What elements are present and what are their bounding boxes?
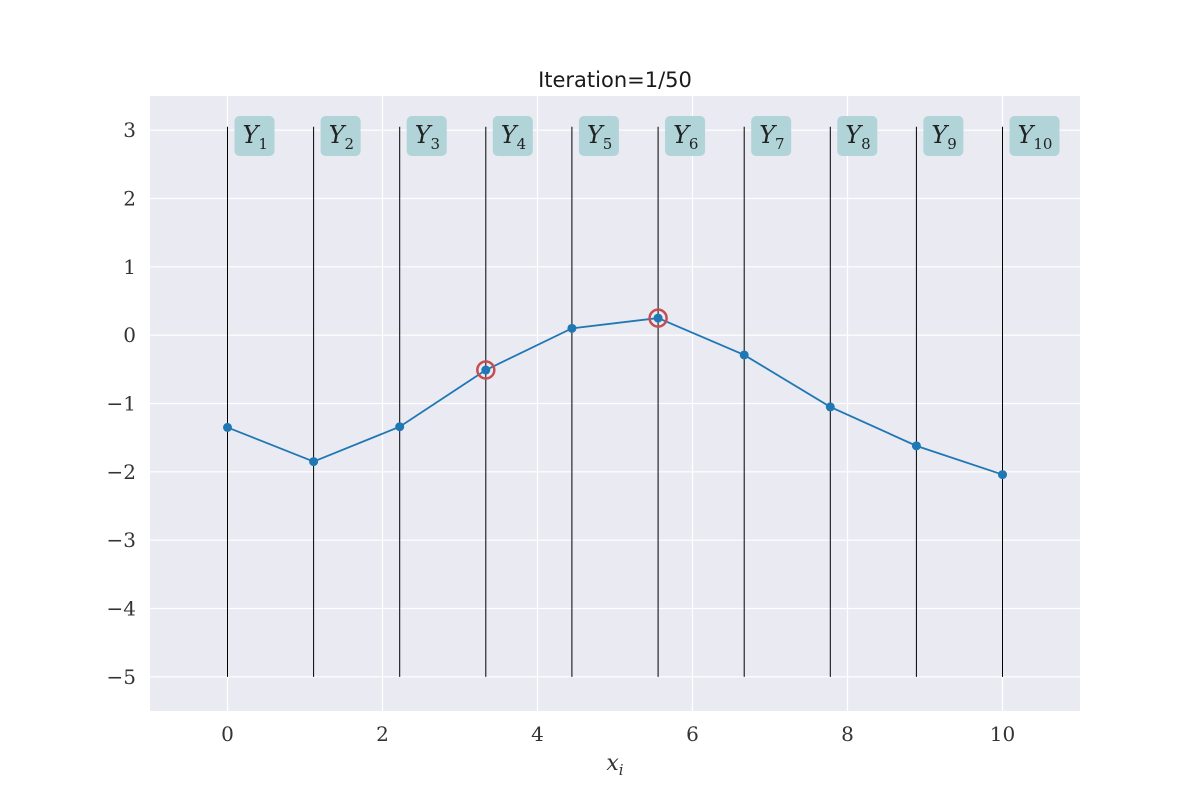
- y-label-text: Y7: [759, 121, 784, 153]
- series-layer: [223, 313, 1007, 480]
- y-label-box: Y5: [578, 116, 619, 156]
- y-label-main: Y: [759, 121, 777, 149]
- y-label-text: Y1: [243, 121, 268, 153]
- data-point: [567, 323, 577, 333]
- y-label-text: Y3: [415, 121, 440, 153]
- y-label-sub: 1: [258, 135, 268, 153]
- y-label-box: Y6: [665, 116, 706, 156]
- y-label-text: Y2: [329, 121, 354, 153]
- y-label-text: Y6: [673, 121, 698, 153]
- y-label-background: [751, 116, 792, 156]
- x-tick-label: 10: [990, 722, 1015, 746]
- y-label-sub: 8: [861, 135, 871, 153]
- y-label-sub: 6: [689, 135, 699, 153]
- x-axis-label-sub: i: [619, 761, 624, 779]
- y-label-box: Y7: [751, 116, 792, 156]
- y-label-background: [406, 116, 447, 156]
- y-label-sub: 3: [431, 135, 441, 153]
- y-label-background: [923, 116, 964, 156]
- x-tick-label: 4: [531, 722, 544, 746]
- y-tick-label: −4: [107, 597, 136, 621]
- y-label-box: Y10: [1009, 116, 1060, 156]
- y-label-sub: 7: [775, 135, 785, 153]
- highlight-layer: [476, 308, 668, 380]
- y-tick-label: 3: [123, 118, 136, 142]
- highlight-circle: [648, 308, 668, 328]
- data-point: [309, 457, 319, 467]
- y-label-main: Y: [673, 121, 691, 149]
- y-label-box: Y9: [923, 116, 964, 156]
- data-point: [998, 470, 1007, 480]
- y-label-text: Y4: [501, 121, 526, 153]
- grid: [150, 96, 1080, 711]
- data-point: [223, 422, 232, 432]
- data-point: [825, 402, 835, 412]
- y-label-background: [578, 116, 619, 156]
- y-label-main: Y: [501, 121, 519, 149]
- data-point: [395, 422, 405, 432]
- y-label-text: Y10: [1018, 121, 1053, 153]
- y-label-sub: 10: [1033, 135, 1052, 153]
- x-tick-label: 8: [841, 722, 854, 746]
- y-label-text: Y5: [587, 121, 612, 153]
- x-axis-label: xi: [606, 751, 623, 779]
- y-label-sub: 2: [344, 135, 354, 153]
- y-label-background: [837, 116, 878, 156]
- data-point: [739, 350, 749, 360]
- chart-title: Iteration=1/50: [538, 68, 692, 92]
- y-label-sub: 4: [517, 135, 527, 153]
- x-tick-label: 0: [221, 722, 234, 746]
- y-label-background: [1009, 116, 1060, 156]
- y-label-box: Y4: [492, 116, 533, 156]
- y-tick-label: 0: [123, 323, 136, 347]
- vertical-lines: [227, 126, 1003, 677]
- y-label-box: Y1: [234, 116, 275, 156]
- y-tick-label: 1: [123, 255, 136, 279]
- y-label-sub: 9: [947, 135, 957, 153]
- y-label-background: [234, 116, 275, 156]
- x-axis-label-main: x: [606, 751, 619, 776]
- y-label-main: Y: [329, 121, 347, 149]
- y-label-box: Y8: [837, 116, 878, 156]
- y-tick-label: −3: [107, 528, 136, 552]
- highlight-circle: [476, 360, 496, 380]
- x-tick-label: 6: [686, 722, 699, 746]
- y-label-main: Y: [845, 121, 863, 149]
- data-point: [911, 441, 921, 451]
- data-point: [481, 365, 491, 375]
- y-label-box: Y3: [406, 116, 447, 156]
- y-label-main: Y: [587, 121, 605, 149]
- y-label-background: [320, 116, 361, 156]
- y-label-sub: 5: [603, 135, 613, 153]
- y-label-main: Y: [415, 121, 433, 149]
- y-tick-label: −5: [107, 665, 136, 689]
- y-tick-label: 2: [123, 187, 136, 211]
- y-label-background: [492, 116, 533, 156]
- data-point: [653, 313, 663, 323]
- y-label-main: Y: [243, 121, 261, 149]
- y-label-main: Y: [1018, 121, 1036, 149]
- y-label-main: Y: [931, 121, 949, 149]
- y-label-box: Y2: [320, 116, 361, 156]
- x-tick-label: 2: [376, 722, 389, 746]
- y-tick-label: −2: [107, 460, 136, 484]
- y-label-text: Y8: [845, 121, 870, 153]
- series-line: [227, 317, 1003, 476]
- y-label-text: Y9: [931, 121, 956, 153]
- y-tick-label: −1: [107, 392, 136, 416]
- y-labels: Y1 Y2 Y3 Y4 Y5 Y6 Y7 Y8 Y9 Y10: [234, 116, 1060, 156]
- y-label-background: [665, 116, 706, 156]
